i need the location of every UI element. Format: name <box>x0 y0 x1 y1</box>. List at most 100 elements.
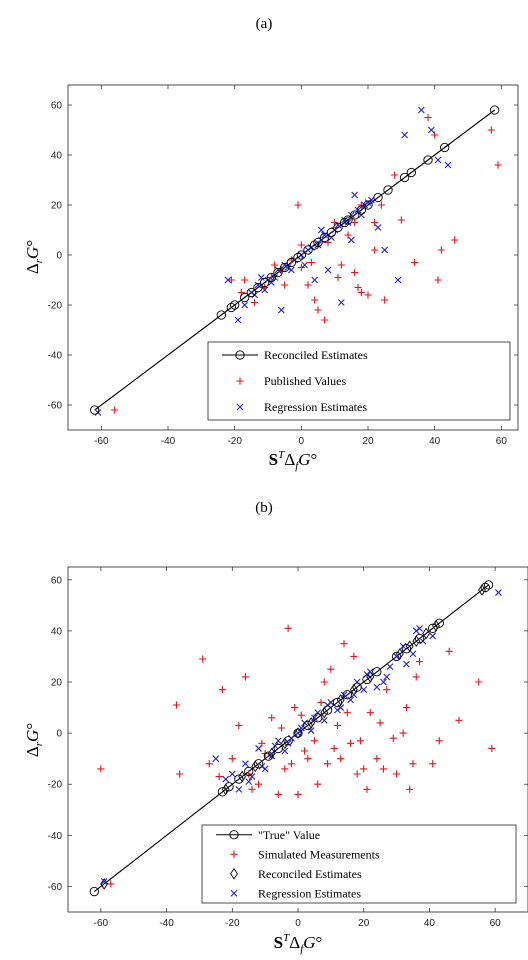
chart-b-series-0-point <box>244 766 254 777</box>
chart-a-legend-marker-1 <box>236 377 244 385</box>
chart-a-series-0-point <box>350 210 360 220</box>
chart-a-x-axis-label: STΔfG° <box>269 449 318 472</box>
chart-b-series-3-point <box>383 673 391 681</box>
chart-b-legend-marker-1 <box>230 850 238 858</box>
chart-a-series-2-point <box>327 234 335 241</box>
chart-b-series-3-point <box>274 737 282 745</box>
chart-b-series-3-point <box>307 727 315 734</box>
chart-a-series-1-point <box>391 171 399 179</box>
chart-b-series-3-point <box>350 691 358 699</box>
chart-b-series-3-point <box>409 650 417 658</box>
chart-b-series-3-point <box>228 770 236 778</box>
chart-a-series-2-point <box>361 201 369 209</box>
panel-label-a: (a) <box>255 16 273 32</box>
chart-a-series-0-point <box>400 172 410 183</box>
chart-b-y-axis-label: ΔrG° <box>23 723 45 757</box>
chart-a-series-2-point <box>381 246 389 254</box>
chart-b-series-1-point <box>317 698 325 707</box>
chart-a-series-1-point <box>281 281 289 289</box>
chart-b-series-3-point <box>393 653 400 660</box>
chart-a-series-1-point <box>381 296 389 304</box>
chart-b-series-1-point <box>323 760 332 768</box>
chart-b-series-1-point <box>268 714 276 722</box>
chart-b-series-1-point <box>228 755 236 763</box>
chart-a-series-2-point <box>284 264 292 271</box>
chart-b-series-3-point <box>429 632 437 640</box>
chart-a-series-2-point <box>334 221 342 229</box>
chart-b-legend-label-2: Reconciled Estimates <box>258 867 362 881</box>
chart-a-series-1-point <box>397 216 405 224</box>
chart-b-series-2-point <box>251 760 260 773</box>
chart-a-ytick-label: 0 <box>56 251 62 262</box>
chart-a-series-1-point <box>424 113 432 122</box>
chart-b-series-1-point <box>297 711 305 719</box>
chart-b-ytick-label: 20 <box>51 678 63 689</box>
chart-b-series-1-point <box>356 737 365 745</box>
chart-b-series-3-point <box>311 714 318 722</box>
chart-a-series-2-point <box>277 306 285 314</box>
chart-b-series-3-point <box>373 683 381 691</box>
chart-b-series-1-point <box>353 770 361 778</box>
chart-a-ytick-label: -20 <box>48 301 63 312</box>
chart-b-series-3-point <box>353 678 361 686</box>
chart-a-series-2-point <box>281 261 289 269</box>
chart-a-series-2-point <box>257 274 265 281</box>
chart-a-legend-label-1: Published Values <box>264 374 346 388</box>
chart-b-series-1-point <box>445 647 453 655</box>
chart-a-series-0-point <box>280 262 290 273</box>
chart-a-series-0-point <box>253 282 263 293</box>
chart-b-series-1-point <box>415 657 424 666</box>
chart-a-series-1-point <box>311 296 319 304</box>
chart-b-series-3-point <box>100 877 108 885</box>
chart-a-series-1-point <box>451 236 459 244</box>
chart-a-series-0-point <box>230 300 240 310</box>
chart-b-series-3-point <box>347 696 354 704</box>
chart-b-series-1-point <box>376 719 384 727</box>
chart-a-xtick-label: -20 <box>227 436 242 447</box>
chart-a-series-2-point <box>427 126 435 134</box>
chart-b-ytick-label: 40 <box>51 626 63 637</box>
chart-b-series-1-point <box>314 780 322 788</box>
chart-a-series-1-point <box>307 258 315 267</box>
chart-a-xtick-label: 40 <box>429 436 441 447</box>
chart-b-series-1-point <box>379 765 388 773</box>
chart-a-series-2-point <box>224 276 232 284</box>
chart-a-series-2-point <box>417 106 425 114</box>
chart-b-series-1-point <box>429 760 437 768</box>
chart-a-series-0-point <box>313 237 323 248</box>
chart-a-series-1-point <box>294 201 302 209</box>
chart-a-xtick-label: -60 <box>94 436 109 447</box>
chart-a-series-2-point <box>347 211 355 219</box>
chart-b-series-0-point <box>283 736 293 746</box>
chart-a-series-0-point <box>310 240 320 250</box>
chart-a-series-2-point <box>347 236 355 244</box>
chart-a-series-0-point <box>383 185 393 195</box>
chart-b-series-0-point <box>352 682 362 692</box>
chart-a-series-2-point <box>401 131 409 139</box>
chart-b-series-2-point <box>412 635 421 647</box>
chart-a-xtick-label: 0 <box>299 436 305 447</box>
chart-b-series-1-point <box>304 755 312 763</box>
chart-a-series-2-point <box>314 241 322 249</box>
chart-b-ytick-label: 0 <box>56 729 62 740</box>
chart-a-series-2-point <box>271 274 279 281</box>
chart-b-series-3-point <box>495 589 502 596</box>
chart-b-xtick-label: 60 <box>490 918 502 929</box>
chart-b-series-1-point <box>406 785 414 793</box>
chart-b-data-layer <box>89 580 502 897</box>
chart-a-series-0-point <box>90 405 100 415</box>
chart-b-series-1-point <box>254 780 263 788</box>
chart-b-series-0-point <box>480 582 490 593</box>
chart-b-xtick-label: -60 <box>94 918 109 929</box>
chart-a-series-1-point <box>494 161 502 169</box>
chart-a-xtick-label: 60 <box>496 436 508 447</box>
chart-a-series-0-point <box>240 292 250 303</box>
chart-a-series-1-point <box>354 283 362 292</box>
chart-a-series-0-point <box>343 215 353 225</box>
chart-a-series-0-point <box>490 105 500 115</box>
chart-b-series-3-point <box>416 624 423 632</box>
chart-a-legend-marker-0 <box>235 350 245 360</box>
chart-b-legend-marker-3 <box>230 889 238 897</box>
chart-b-series-1-point <box>346 739 355 747</box>
chart-b-series-1-point <box>360 765 368 773</box>
